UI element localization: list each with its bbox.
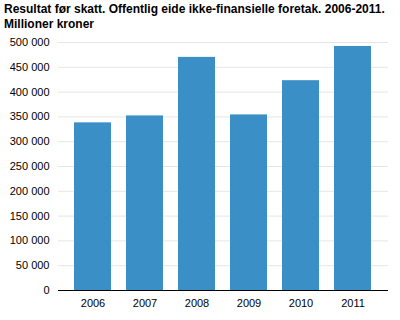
html-text:Millioner kroner: Millioner kroner <box>4 17 94 31</box>
svg-text:2011: 2011 <box>341 297 365 309</box>
svg-text:2009: 2009 <box>237 297 261 309</box>
svg-text:200 000: 200 000 <box>10 185 50 197</box>
svg-text:2008: 2008 <box>185 297 209 309</box>
svg-text:500 000: 500 000 <box>10 36 50 48</box>
svg-text:0: 0 <box>43 284 49 296</box>
svg-text:100 000: 100 000 <box>10 234 50 246</box>
svg-text:250 000: 250 000 <box>10 160 50 172</box>
svg-text:2007: 2007 <box>133 297 157 309</box>
html-text:Resultat før skatt. Offentlig: Resultat før skatt. Offentlig eide ikke-… <box>4 2 385 16</box>
svg-text:2006: 2006 <box>81 297 105 309</box>
svg-text:150 000: 150 000 <box>10 210 50 222</box>
svg-text:400 000: 400 000 <box>10 86 50 98</box>
svg-text:350 000: 350 000 <box>10 110 50 122</box>
svg-text:2010: 2010 <box>289 297 313 309</box>
svg-text:300 000: 300 000 <box>10 135 50 147</box>
svg-text:50 000: 50 000 <box>16 259 50 271</box>
svg-text:450 000: 450 000 <box>10 61 50 73</box>
